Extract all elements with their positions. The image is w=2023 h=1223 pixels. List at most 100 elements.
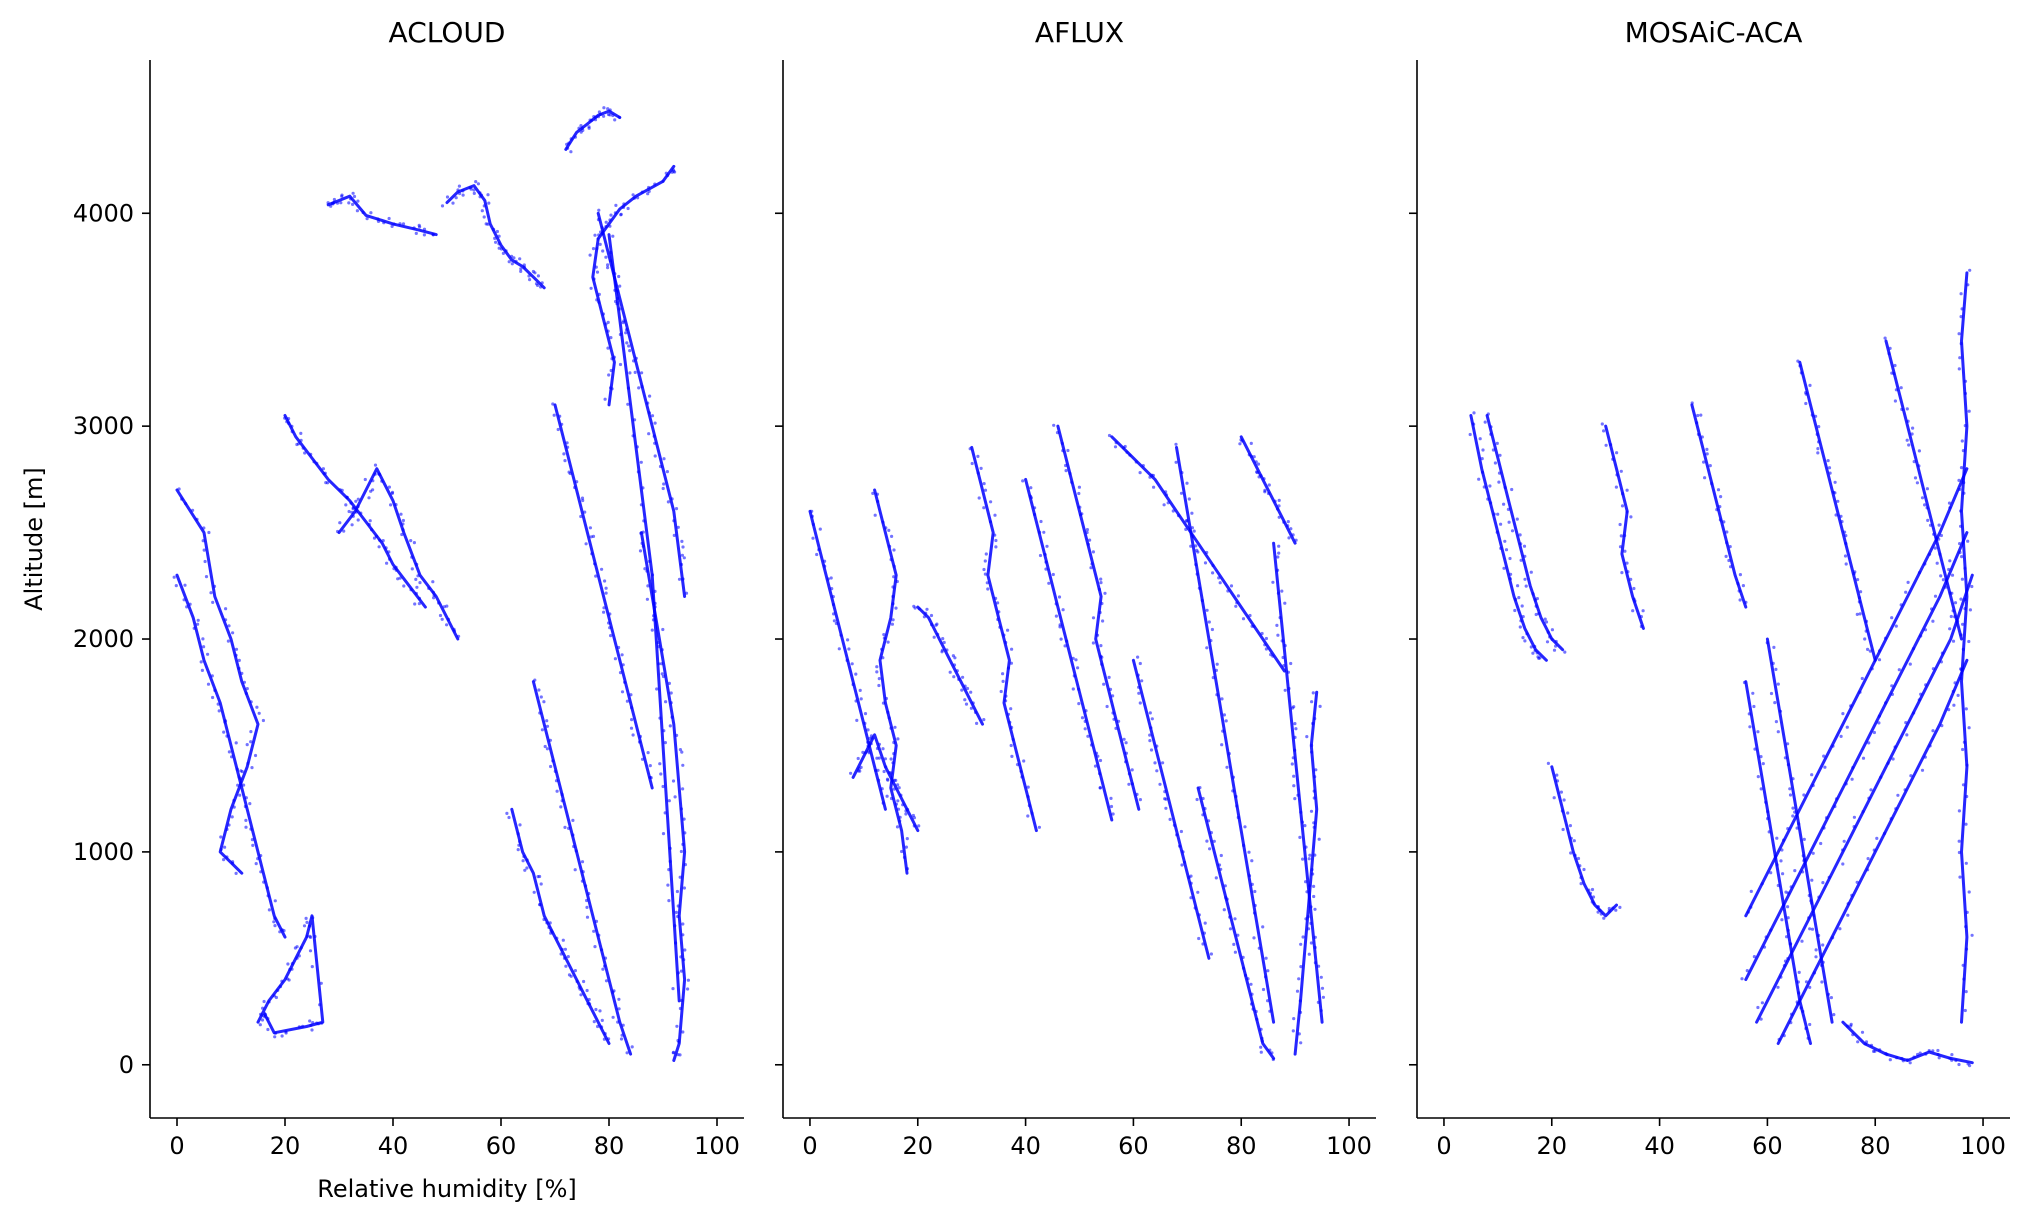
- data-point: [577, 985, 581, 989]
- data-point: [1804, 392, 1808, 396]
- series-line-8: [1196, 786, 1276, 1060]
- data-point: [634, 356, 638, 360]
- data-point: [636, 196, 640, 200]
- data-point: [592, 277, 596, 281]
- data-point: [1190, 511, 1194, 515]
- data-point: [1111, 812, 1115, 816]
- series-line-2: [337, 467, 460, 641]
- data-point: [922, 615, 927, 619]
- data-point: [1815, 432, 1819, 436]
- data-point: [1759, 1017, 1763, 1021]
- data-point: [259, 1012, 263, 1016]
- data-point: [1233, 917, 1237, 921]
- data-point: [1316, 1000, 1320, 1005]
- data-point: [1518, 625, 1522, 629]
- data-point: [297, 442, 301, 446]
- data-point: [1631, 609, 1635, 613]
- data-point: [1266, 999, 1270, 1003]
- data-point: [1905, 438, 1909, 442]
- data-point: [1164, 490, 1168, 494]
- data-point: [1965, 910, 1969, 915]
- x-tick-label: 40: [1010, 1132, 1041, 1160]
- data-point: [1904, 590, 1908, 594]
- data-point: [1256, 462, 1261, 466]
- data-point: [243, 804, 247, 809]
- data-point: [254, 862, 258, 866]
- data-point: [273, 1035, 277, 1039]
- data-point: [1959, 667, 1963, 671]
- data-point: [1607, 906, 1611, 911]
- data-point: [662, 482, 666, 486]
- data-point: [1207, 620, 1211, 624]
- data-point: [1189, 874, 1193, 878]
- data-point: [560, 792, 564, 797]
- data-point: [1234, 794, 1238, 799]
- data-point: [1030, 811, 1034, 815]
- data-point: [458, 191, 462, 196]
- data-point: [1531, 651, 1535, 655]
- data-point: [832, 612, 836, 616]
- series-line-13: [1604, 424, 1645, 630]
- data-point: [902, 855, 907, 860]
- data-point: [1102, 682, 1106, 686]
- data-point: [683, 948, 687, 952]
- data-point: [1543, 617, 1547, 621]
- data-point: [1283, 644, 1287, 648]
- data-point: [858, 688, 862, 693]
- data-point: [338, 521, 342, 525]
- data-point: [1148, 711, 1152, 715]
- data-point: [1956, 693, 1960, 698]
- data-point: [1911, 426, 1915, 430]
- data-point: [600, 567, 604, 571]
- data-point: [204, 575, 209, 579]
- data-point: [1136, 655, 1140, 659]
- data-point: [580, 879, 585, 883]
- data-point: [1917, 449, 1921, 453]
- data-point: [1261, 987, 1266, 992]
- data-point: [1913, 476, 1918, 480]
- data-point: [1883, 636, 1888, 640]
- data-point: [1827, 875, 1831, 879]
- data-point: [604, 255, 608, 259]
- data-point: [482, 204, 486, 208]
- data-point: [1841, 848, 1845, 852]
- data-point: [1626, 570, 1630, 574]
- data-point: [952, 663, 957, 667]
- data-point: [993, 533, 997, 537]
- data-point: [867, 751, 871, 755]
- data-point: [953, 656, 957, 660]
- data-point: [1004, 694, 1008, 698]
- series-line-11: [531, 680, 633, 1056]
- data-point: [1309, 921, 1313, 926]
- data-point: [1736, 582, 1740, 586]
- data-point: [1582, 867, 1586, 872]
- data-point: [647, 185, 651, 190]
- data-point: [1247, 850, 1251, 854]
- data-point: [543, 744, 547, 749]
- data-point: [1010, 647, 1014, 651]
- data-point: [1696, 413, 1700, 418]
- data-point: [1782, 964, 1786, 968]
- data-point: [869, 734, 874, 738]
- data-point: [1298, 835, 1302, 840]
- data-point: [1959, 509, 1963, 513]
- data-point: [1260, 1039, 1264, 1043]
- data-point: [948, 670, 952, 674]
- data-point: [1751, 691, 1755, 695]
- data-point: [553, 769, 557, 774]
- series-line-9: [1550, 765, 1618, 918]
- data-point: [299, 946, 303, 950]
- data-point: [639, 460, 643, 464]
- data-point: [1310, 743, 1314, 748]
- data-point: [588, 253, 592, 257]
- data-point: [177, 487, 181, 491]
- data-point: [1884, 1051, 1888, 1056]
- series-line-5: [591, 164, 676, 407]
- data-point: [1257, 946, 1261, 950]
- data-point: [1786, 916, 1790, 920]
- data-point: [297, 1025, 301, 1029]
- data-point: [667, 899, 671, 903]
- data-point: [1277, 544, 1281, 548]
- data-point: [661, 627, 665, 632]
- data-point: [1231, 775, 1235, 779]
